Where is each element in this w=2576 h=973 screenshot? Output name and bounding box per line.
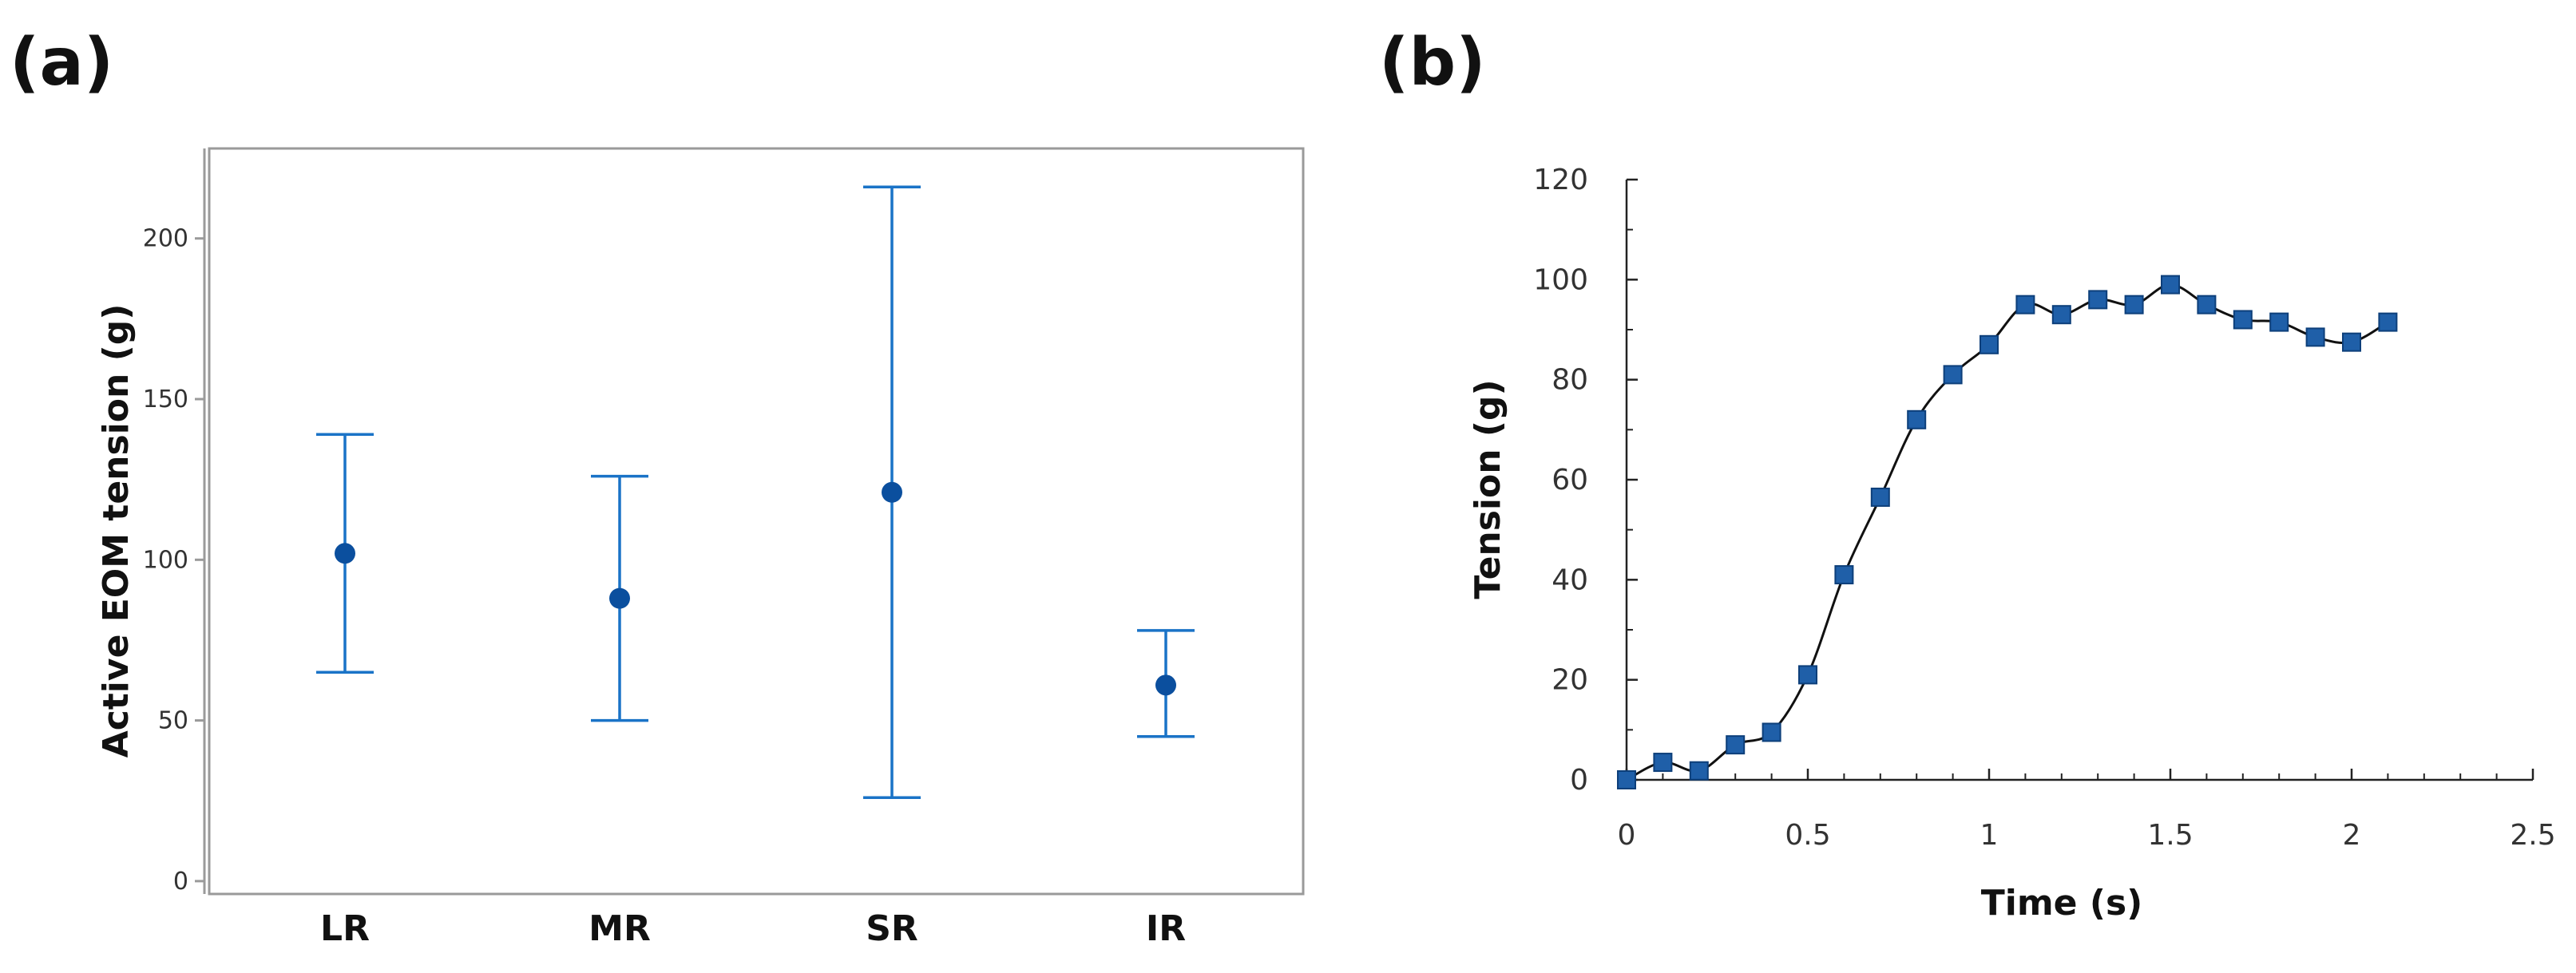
data-point xyxy=(1943,365,1963,385)
category-label: LR xyxy=(320,908,370,949)
errorbar-chart: 0 50 100 150 200 LR MR SR IR Active EOM tension… xyxy=(96,147,1305,949)
data-point xyxy=(1980,334,1999,354)
mean-point xyxy=(335,543,355,564)
data-point xyxy=(2378,312,2398,332)
error-bars xyxy=(316,185,1195,799)
data-point xyxy=(2305,327,2325,347)
x-axis-title: Time (s) xyxy=(1981,883,2143,924)
y-tick-label: 0 xyxy=(173,868,188,896)
y-tick-label: 120 xyxy=(1533,164,1588,196)
data-point xyxy=(2088,290,2108,310)
y-tick-label: 50 xyxy=(158,707,188,735)
y-tick-label: 0 xyxy=(1570,764,1588,797)
mean-point xyxy=(882,481,902,503)
x-tick-label: 1 xyxy=(1980,819,1999,852)
x-axis-categories: LR MR SR IR xyxy=(320,908,1186,949)
data-point xyxy=(1907,409,1927,429)
data-point xyxy=(1689,761,1709,781)
data-point xyxy=(2197,295,2217,314)
category-label: SR xyxy=(866,908,918,949)
y-axis-title: Tension (g) xyxy=(1468,379,1508,599)
y-axis-title: Active EOM tension (g) xyxy=(96,304,137,758)
mean-point xyxy=(1155,674,1176,696)
category-label: MR xyxy=(589,908,651,949)
y-axis-ticks: 0 20 40 60 80 100 120 xyxy=(1533,164,1638,797)
plot-frame xyxy=(208,147,1305,896)
error-bar-group xyxy=(316,433,374,674)
data-point xyxy=(2269,312,2289,332)
y-tick-label: 200 xyxy=(143,225,188,253)
data-point xyxy=(1762,722,1781,742)
data-point xyxy=(2161,275,2180,295)
x-tick-label: 0.5 xyxy=(1785,819,1830,852)
data-point xyxy=(1798,665,1817,685)
y-tick-label: 60 xyxy=(1552,464,1588,496)
x-axis-ticks: 0 0.5 1 1.5 2 2.5 xyxy=(1618,769,2556,852)
data-point xyxy=(1617,770,1636,789)
x-tick-label: 1.5 xyxy=(2147,819,2193,852)
mean-point xyxy=(609,587,630,609)
data-point xyxy=(2051,305,2071,325)
panel-label-b: (b) xyxy=(1379,25,1486,101)
data-point xyxy=(2233,310,2253,330)
x-tick-label: 2.5 xyxy=(2510,819,2555,852)
y-tick-label: 40 xyxy=(1552,564,1588,596)
series-line xyxy=(1626,283,2389,781)
line-chart: 0 20 40 60 80 100 120 0 0.5 1 1.5 2 2.5 Tension (g)… xyxy=(1468,164,2556,924)
category-label: IR xyxy=(1146,908,1186,949)
y-tick-label: 150 xyxy=(143,386,188,413)
y-tick-label: 80 xyxy=(1552,364,1588,397)
data-point xyxy=(2124,295,2144,314)
data-point xyxy=(2015,295,2035,314)
series-markers xyxy=(1617,275,2398,789)
error-bar-group xyxy=(1137,629,1195,738)
y-tick-label: 20 xyxy=(1552,664,1588,697)
data-point xyxy=(2342,332,2361,352)
data-point xyxy=(1834,565,1854,585)
error-bar-group xyxy=(591,474,648,722)
data-point xyxy=(1726,735,1746,755)
x-tick-label: 2 xyxy=(2343,819,2361,852)
y-tick-label: 100 xyxy=(1533,263,1588,296)
y-tick-label: 100 xyxy=(143,546,188,574)
y-axis-ticks: 0 50 100 150 200 xyxy=(143,225,204,896)
panel-label-a: (a) xyxy=(10,25,113,101)
error-bar-group xyxy=(863,185,921,799)
data-point xyxy=(1870,487,1890,507)
data-point xyxy=(1653,753,1673,773)
x-tick-label: 0 xyxy=(1618,819,1636,852)
